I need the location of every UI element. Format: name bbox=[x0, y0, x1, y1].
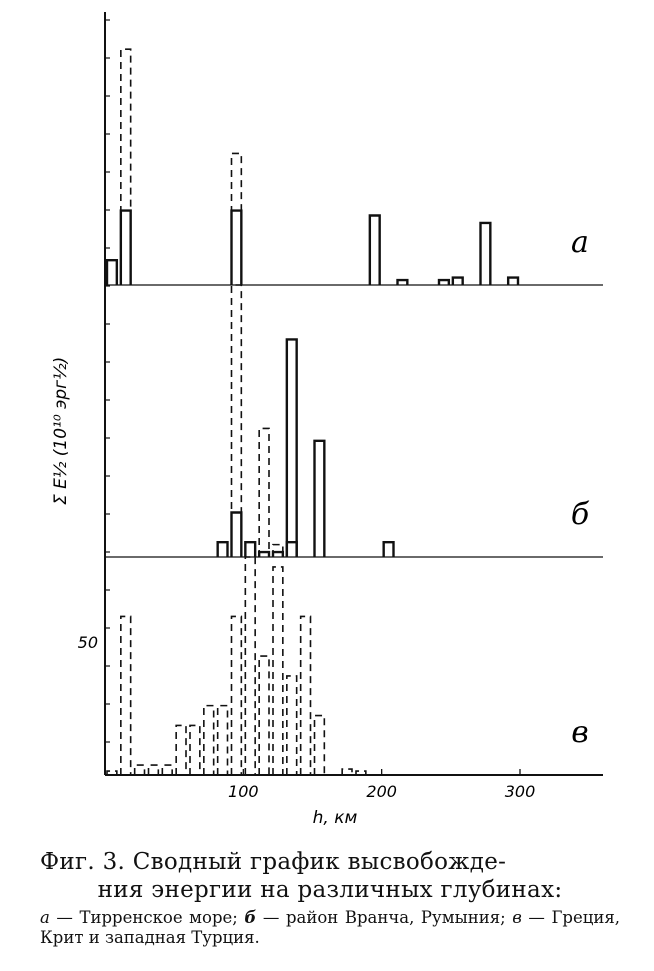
panel-а-solid-bar bbox=[479, 221, 492, 285]
panel-а-solid-bar bbox=[396, 278, 409, 285]
chart-ticks: 100 200 300 50 а б в bbox=[78, 19, 590, 801]
caption-title-line1: Фиг. 3. Сводный график высвобожде- bbox=[40, 849, 507, 875]
legend-key-a: а bbox=[40, 908, 50, 927]
panel-в-dashed-bar bbox=[120, 615, 132, 775]
panel-б-solid-bar bbox=[285, 338, 298, 557]
panel-в-dashed-bar bbox=[244, 556, 256, 775]
energy-release-chart: 100 200 300 50 а б в Σ E½ (10¹⁰ эрг½) h, км bbox=[51, 12, 603, 828]
panel-в-dashed-bar bbox=[161, 764, 173, 775]
panel-в-dashed-bar bbox=[106, 770, 118, 775]
x-tick-label: 200 bbox=[366, 782, 397, 801]
panel-а-solid-bar bbox=[437, 278, 451, 285]
legend-text-b: — район Вранча, Румыния; bbox=[256, 908, 513, 927]
panel-б-solid-bar bbox=[216, 540, 229, 557]
legend-text-c: — Греция, Крит и западная Турция. bbox=[40, 908, 620, 947]
panel-в-dashed-bar bbox=[299, 615, 312, 775]
x-axis-label: h, км bbox=[313, 808, 358, 828]
panel-в-dashed-bar bbox=[216, 704, 229, 775]
chart-bars bbox=[105, 48, 520, 775]
panel-а-dashed-bar bbox=[120, 48, 132, 285]
x-tick-label: 100 bbox=[228, 782, 259, 801]
chart-frame bbox=[104, 12, 603, 776]
panel-а-solid-bar bbox=[105, 258, 119, 285]
caption-title-line2: ния энергии на различных глубинах: bbox=[97, 877, 563, 903]
panel-в-dashed-bar bbox=[258, 655, 270, 775]
panel-в-dashed-bar bbox=[230, 615, 243, 775]
panel-в-dashed-bar bbox=[272, 566, 284, 775]
y-tick-label-50: 50 bbox=[78, 633, 98, 652]
panel-а-solid-bar bbox=[368, 214, 381, 285]
panel-в-dashed-bar bbox=[355, 770, 367, 775]
panel-б-dashed-bar bbox=[272, 543, 284, 557]
panel-б-solid-bar bbox=[285, 540, 298, 557]
panel-в-dashed-bar bbox=[341, 768, 353, 775]
legend-key-c: в bbox=[512, 908, 522, 927]
panel-б-solid-bar bbox=[382, 540, 395, 557]
panel-б-solid-bar bbox=[230, 511, 243, 557]
panel-б-dashed-bar bbox=[230, 284, 243, 557]
panel-label-б: б bbox=[571, 497, 590, 532]
panel-а-solid-bar bbox=[230, 209, 243, 285]
panel-а-dashed-bar bbox=[230, 152, 243, 285]
panel-б-solid-bar bbox=[271, 550, 285, 557]
x-tick-label: 300 bbox=[505, 782, 536, 801]
panel-б-solid-bar bbox=[313, 439, 326, 557]
panel-в-dashed-bar bbox=[189, 724, 201, 775]
panel-а-solid-bar bbox=[506, 276, 520, 285]
panel-б-solid-bar bbox=[244, 540, 257, 557]
panel-label-а: а bbox=[571, 225, 589, 260]
panel-в-dashed-bar bbox=[133, 764, 146, 775]
panel-в-dashed-bar bbox=[203, 704, 215, 775]
panel-а-solid-bar bbox=[119, 209, 132, 285]
y-axis-label: Σ E½ (10¹⁰ эрг½) bbox=[51, 357, 71, 505]
panel-а-solid-bar bbox=[451, 276, 464, 285]
legend-text-a: — Тирренское море; bbox=[49, 908, 245, 927]
panel-в-dashed-bar bbox=[175, 724, 187, 775]
panel-б-dashed-bar bbox=[258, 427, 270, 557]
panel-в-dashed-bar bbox=[313, 714, 326, 775]
panel-в-dashed-bar bbox=[147, 764, 160, 775]
panel-в-dashed-bar bbox=[286, 675, 298, 775]
panel-б-solid-bar bbox=[257, 550, 271, 557]
legend-key-b: б bbox=[244, 908, 257, 927]
caption-legend: а — Тирренское море; б — район Вранча, Р… bbox=[40, 908, 620, 948]
panel-label-в: в bbox=[571, 715, 588, 750]
figure-caption: Фиг. 3. Сводный график высвобожде- ния э… bbox=[40, 848, 620, 948]
